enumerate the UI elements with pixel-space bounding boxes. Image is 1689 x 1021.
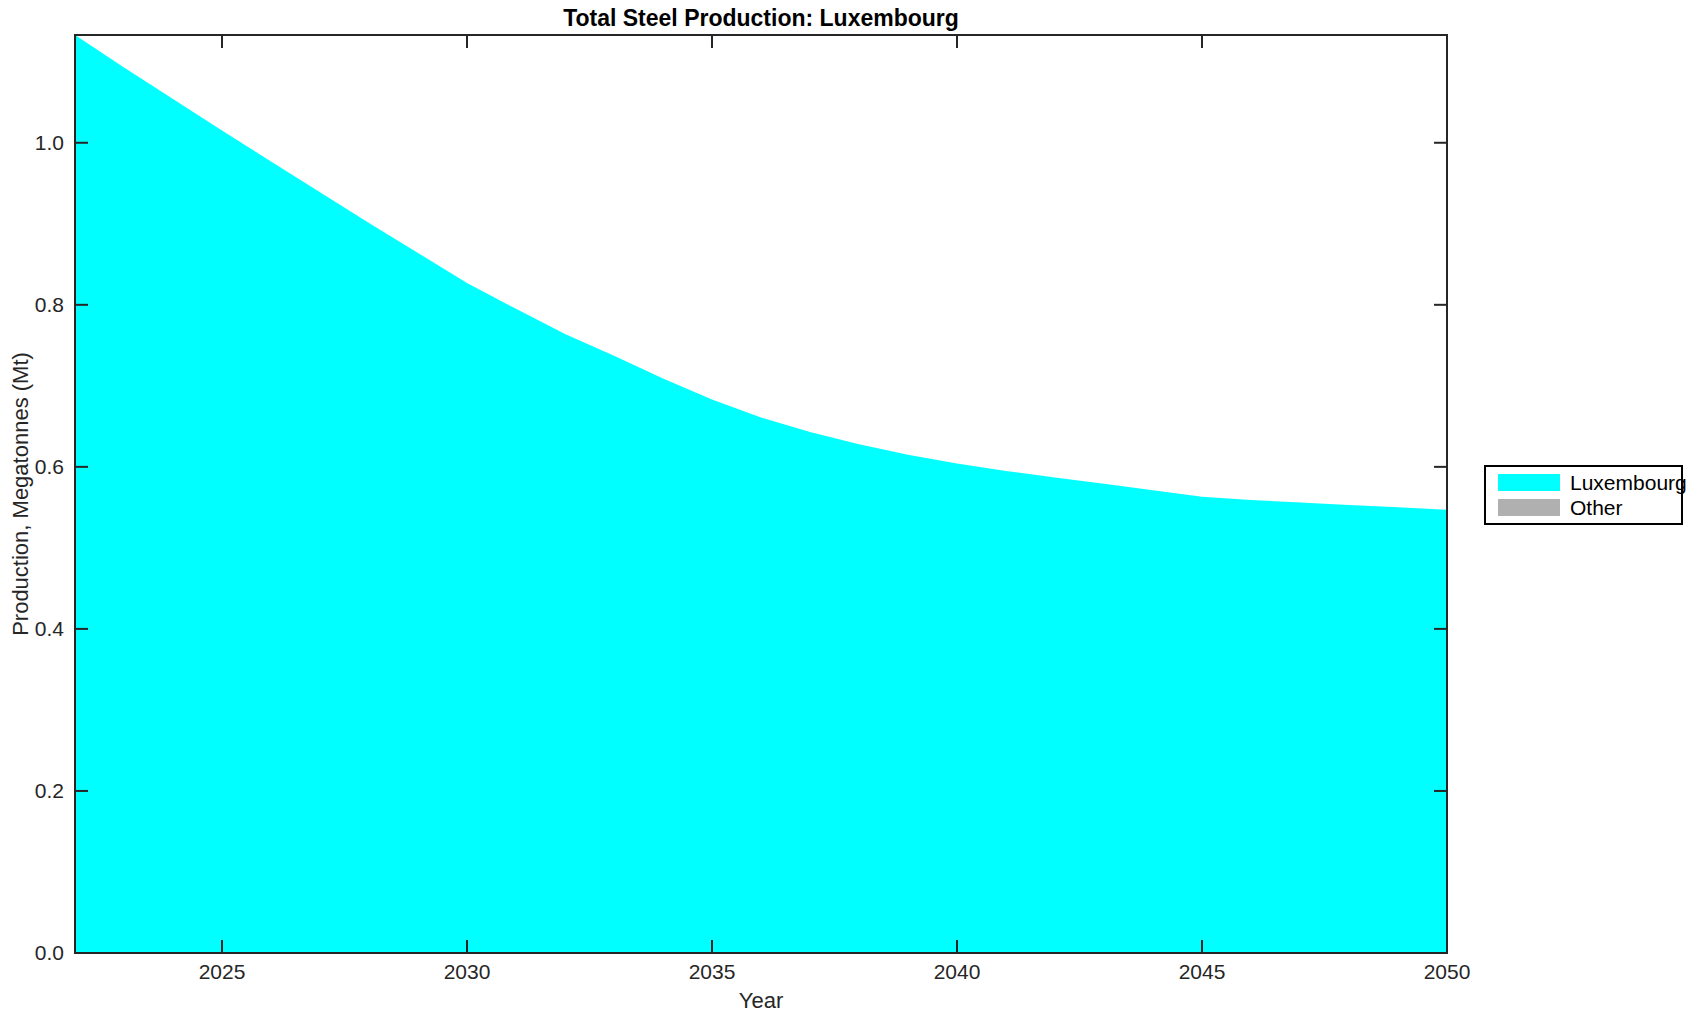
- y-tick-label: 0.8: [0, 293, 64, 317]
- legend-item-luxembourg: Luxembourg: [1498, 472, 1681, 493]
- legend-label-luxembourg: Luxembourg: [1570, 471, 1687, 495]
- legend-swatch-other-icon: [1498, 499, 1560, 516]
- x-tick-label: 2030: [407, 960, 527, 984]
- x-tick-label: 2035: [652, 960, 772, 984]
- x-tick-label: 2025: [162, 960, 282, 984]
- chart-title: Total Steel Production: Luxembourg: [75, 5, 1447, 32]
- x-tick-label: 2045: [1142, 960, 1262, 984]
- legend: Luxembourg Other: [1484, 465, 1683, 525]
- plot-area: [0, 0, 1689, 1021]
- y-tick-label: 0.0: [0, 941, 64, 965]
- area-series-luxembourg: [75, 35, 1447, 953]
- legend-swatch-luxembourg-icon: [1498, 474, 1560, 491]
- x-tick-label: 2040: [897, 960, 1017, 984]
- legend-item-other: Other: [1498, 497, 1681, 518]
- y-tick-label: 1.0: [0, 131, 64, 155]
- y-axis-label: Production, Megatonnes (Mt): [8, 352, 34, 636]
- x-tick-label: 2050: [1387, 960, 1507, 984]
- x-axis-label: Year: [75, 988, 1447, 1014]
- y-tick-label: 0.2: [0, 779, 64, 803]
- figure: 2025203020352040204520500.00.20.40.60.81…: [0, 0, 1689, 1021]
- legend-label-other: Other: [1570, 496, 1623, 520]
